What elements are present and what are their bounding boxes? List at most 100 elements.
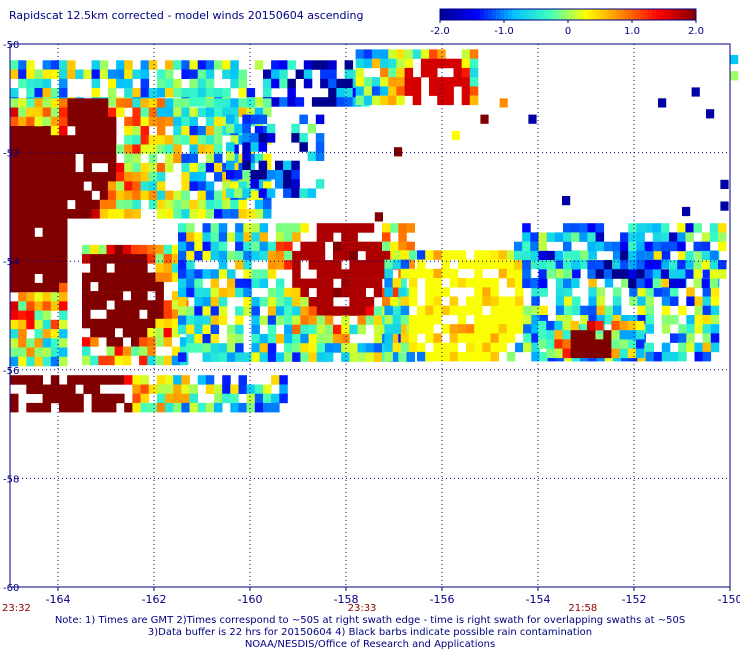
- data-cell: [344, 78, 354, 89]
- data-cell: [214, 88, 223, 98]
- data-cell: [238, 209, 247, 219]
- data-cell: [344, 60, 354, 70]
- data-cell: [587, 260, 596, 270]
- data-cell: [156, 209, 166, 219]
- data-cell: [538, 241, 547, 252]
- data-cell: [165, 190, 174, 201]
- data-cell: [26, 116, 35, 127]
- data-cell: [621, 315, 630, 325]
- data-cell: [588, 296, 597, 306]
- data-cell: [417, 250, 426, 260]
- data-cell: [417, 305, 426, 316]
- data-cell: [107, 126, 117, 136]
- data-cell: [178, 232, 187, 242]
- data-cell: [644, 278, 654, 289]
- colorbar-segment: [596, 9, 601, 20]
- colorbar-segment: [464, 9, 469, 20]
- data-cell: [466, 296, 475, 306]
- data-cell: [251, 223, 260, 233]
- data-cell: [98, 300, 107, 310]
- data-cell: [587, 339, 596, 349]
- data-cell: [34, 172, 43, 182]
- data-cell: [539, 351, 548, 362]
- data-cell: [75, 402, 84, 413]
- data-cell: [218, 260, 228, 270]
- data-cell: [392, 278, 402, 288]
- data-cell: [266, 133, 276, 143]
- data-cell: [91, 69, 101, 79]
- data-cell: [365, 269, 375, 279]
- data-cell: [163, 337, 173, 347]
- data-cell: [131, 337, 140, 347]
- data-cell: [34, 69, 43, 79]
- data-cell: [398, 232, 407, 242]
- data-cell: [42, 236, 52, 247]
- data-cell: [333, 250, 342, 261]
- data-cell: [677, 241, 686, 252]
- data-cell: [50, 319, 60, 330]
- data-cell: [181, 126, 190, 136]
- data-cell: [271, 402, 280, 413]
- data-cell: [292, 306, 301, 316]
- data-cell: [67, 107, 76, 117]
- data-cell: [457, 259, 467, 270]
- data-cell: [114, 318, 124, 329]
- colorbar-segment: [592, 9, 597, 20]
- data-cell: [677, 260, 686, 270]
- data-cell: [124, 162, 133, 173]
- data-cell: [333, 269, 342, 279]
- data-cell: [333, 223, 342, 233]
- data-cell: [26, 199, 35, 210]
- colorbar-segment: [616, 9, 621, 20]
- y-tick-label: -56: [3, 366, 19, 377]
- data-cell: [50, 116, 60, 127]
- data-cell: [67, 375, 76, 385]
- data-cell: [384, 278, 393, 288]
- data-cell: [645, 315, 654, 325]
- data-cell: [163, 328, 173, 338]
- data-cell: [258, 160, 268, 171]
- data-cell: [116, 375, 125, 385]
- data-cell: [603, 348, 612, 359]
- data-cell: [482, 324, 491, 334]
- data-cell: [678, 342, 687, 353]
- data-cell: [417, 259, 426, 270]
- data-cells: [10, 49, 739, 413]
- data-cell: [382, 250, 391, 261]
- data-cell: [284, 315, 293, 325]
- data-cell: [59, 181, 68, 191]
- data-cell: [400, 305, 410, 316]
- data-cell: [156, 384, 166, 394]
- data-cell: [131, 254, 140, 264]
- data-cell: [83, 199, 92, 210]
- data-cell: [571, 278, 580, 289]
- data-cell: [417, 324, 426, 334]
- data-cell: [91, 144, 101, 154]
- data-cell: [205, 190, 215, 201]
- colorbar-segment: [612, 9, 617, 20]
- data-cell: [107, 393, 117, 404]
- data-cell: [178, 315, 187, 325]
- data-cell: [555, 259, 565, 270]
- data-cell: [131, 309, 140, 319]
- data-cell: [263, 69, 272, 79]
- data-cell: [82, 300, 91, 310]
- data-cell: [355, 49, 365, 59]
- data-cell: [619, 339, 629, 349]
- data-cell: [660, 241, 670, 252]
- data-cell: [357, 278, 366, 289]
- data-cell: [147, 244, 156, 255]
- data-cell: [250, 179, 259, 189]
- data-cell: [82, 291, 91, 301]
- data-cell: [308, 278, 318, 289]
- data-cell: [251, 269, 260, 279]
- data-cell: [242, 114, 251, 125]
- data-cell: [275, 278, 285, 289]
- colorbar-segment: [640, 9, 645, 20]
- data-cell: [603, 330, 612, 340]
- data-cell: [235, 287, 244, 298]
- data-cell: [453, 67, 462, 78]
- data-cell: [50, 273, 60, 284]
- data-cell: [365, 315, 375, 325]
- data-cell: [163, 309, 173, 319]
